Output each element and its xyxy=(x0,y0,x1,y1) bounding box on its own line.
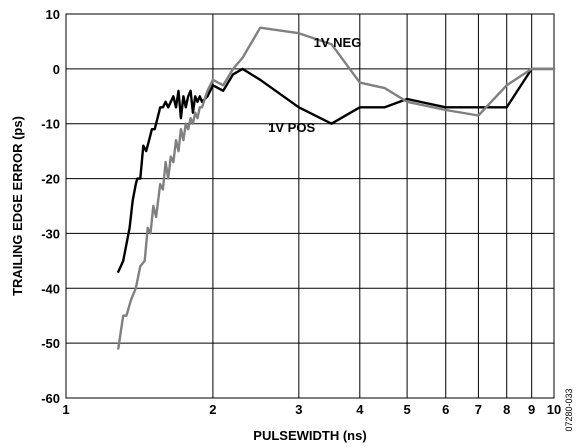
y-tick-label: -50 xyxy=(41,336,60,351)
y-tick-labels: 10 0 -10 -20 -30 -40 -50 -60 xyxy=(41,7,60,406)
annotations: 1V NEG 1V POS xyxy=(268,35,361,135)
y-tick-label: -20 xyxy=(41,172,60,187)
x-tick-labels: 1 2 3 4 5 6 7 8 9 10 xyxy=(62,402,561,417)
x-tick-label: 1 xyxy=(62,402,69,417)
plot-frame xyxy=(65,13,555,399)
x-tick-label: 3 xyxy=(295,402,302,417)
y-tick-label: 10 xyxy=(46,7,60,22)
y-tick-label: 0 xyxy=(53,62,60,77)
x-tick-label: 8 xyxy=(503,402,510,417)
y-tick-label: -30 xyxy=(41,226,60,241)
y-axis-label: TRAILING EDGE ERROR (ps) xyxy=(10,116,25,296)
grid-lines xyxy=(65,13,555,399)
x-tick-label: 7 xyxy=(475,402,482,417)
x-tick-label: 2 xyxy=(209,402,216,417)
x-tick-label: 4 xyxy=(356,402,364,417)
y-tick-label: -60 xyxy=(41,391,60,406)
annotation-label: 1V POS xyxy=(268,120,315,135)
annotation-label: 1V NEG xyxy=(314,35,362,50)
x-tick-label: 10 xyxy=(547,402,561,417)
x-tick-label: 9 xyxy=(528,402,535,417)
x-tick-label: 6 xyxy=(442,402,449,417)
x-axis-label: PULSEWIDTH (ns) xyxy=(253,428,366,443)
series-line-1v-pos xyxy=(117,67,556,273)
y-tick-label: -40 xyxy=(41,281,60,296)
figure-id: 07280-033 xyxy=(564,388,574,431)
series-line-1v-neg xyxy=(117,26,556,350)
x-tick-label: 5 xyxy=(403,402,410,417)
y-tick-label: -10 xyxy=(41,117,60,132)
series-layer xyxy=(117,26,556,350)
